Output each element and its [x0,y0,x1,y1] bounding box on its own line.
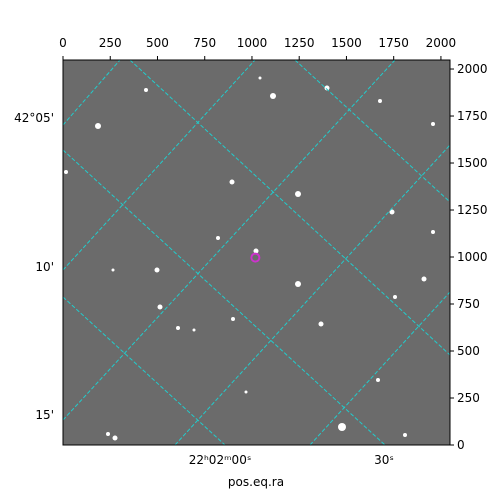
y-tick-label: 0 [457,438,465,452]
x-tick-label: 1500 [331,36,362,50]
dec-label: 15' [35,408,54,422]
ra-label: 30ˢ [374,453,394,467]
y-tick-label: 1500 [457,156,488,170]
x-tick-label: 1000 [237,36,268,50]
stars [64,76,435,441]
x-axis-label: pos.eq.ra [228,475,284,489]
x-tick-label: 750 [193,36,216,50]
x-tick-label: 2000 [426,36,457,50]
x-tick-label: 1250 [284,36,315,50]
x-tick-label: 1750 [378,36,409,50]
dec-label: 10' [35,260,54,274]
frame [62,59,451,446]
y-tick-label: 250 [457,391,480,405]
y-tick-label: 1250 [457,203,488,217]
world-grid [62,59,451,446]
x-tick-label: 0 [59,36,67,50]
y-tick-label: 500 [457,344,480,358]
x-tick-label: 250 [99,36,122,50]
y-tick-label: 1750 [457,109,488,123]
marker [250,252,261,263]
y-tick-label: 1000 [457,250,488,264]
x-tick-label: 500 [146,36,169,50]
ra-label: 22ʰ02ᵐ00ˢ [189,453,252,467]
y-tick-label: 2000 [457,62,488,76]
y-tick-label: 750 [457,297,480,311]
dec-label: 42°05' [14,111,54,125]
